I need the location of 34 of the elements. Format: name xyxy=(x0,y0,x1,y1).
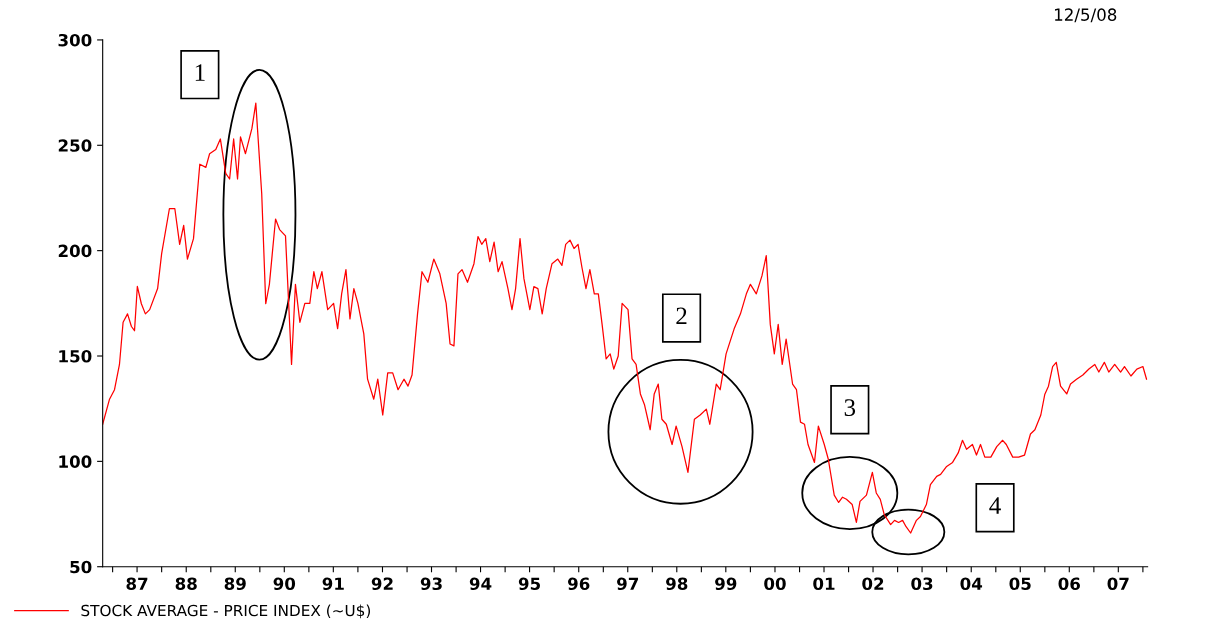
x-tick-label: 87 xyxy=(126,577,148,591)
x-tick-label: 01 xyxy=(813,577,835,591)
x-tick-label: 04 xyxy=(960,577,983,591)
annotation: 3 xyxy=(844,399,856,416)
x-tick-label: 03 xyxy=(911,577,933,591)
x-tick-label: 00 xyxy=(764,577,786,591)
annotation: 4 xyxy=(989,497,1001,514)
x-tick-label: 99 xyxy=(715,577,737,591)
y-tick-label: 50 xyxy=(70,560,92,574)
x-tick-label: 95 xyxy=(518,577,540,591)
x-tick-label: 91 xyxy=(322,577,344,591)
y-tick-label: 200 xyxy=(58,244,92,258)
x-tick-label: 96 xyxy=(568,577,590,591)
x-tick-label: 07 xyxy=(1107,577,1129,591)
x-tick-label: 89 xyxy=(224,577,246,591)
text: 12/5/08 xyxy=(1054,8,1117,23)
x-tick-label: 98 xyxy=(666,577,688,591)
y-tick-label: 150 xyxy=(59,349,92,363)
x-tick-label: 93 xyxy=(420,577,442,591)
legend-label: STOCK AVERAGE - PRICE INDEX (~U$) xyxy=(81,604,371,619)
x-tick-label: 05 xyxy=(1009,577,1031,591)
y-tick-label: 300 xyxy=(58,33,92,47)
x-tick-label: 88 xyxy=(175,577,197,591)
y-tick-label: 100 xyxy=(59,455,92,468)
x-tick-label: 94 xyxy=(469,577,492,591)
x-tick-label: 02 xyxy=(862,577,884,591)
x-tick-label: 92 xyxy=(371,577,393,591)
annotation: 2 xyxy=(676,307,687,325)
line-series xyxy=(102,102,1148,534)
x-tick-label: 97 xyxy=(617,577,639,591)
y-tick-label: 250 xyxy=(58,139,92,152)
x-tick-label: 90 xyxy=(273,577,296,591)
x-tick-label: 06 xyxy=(1058,577,1080,591)
annotation: 1 xyxy=(195,64,205,81)
